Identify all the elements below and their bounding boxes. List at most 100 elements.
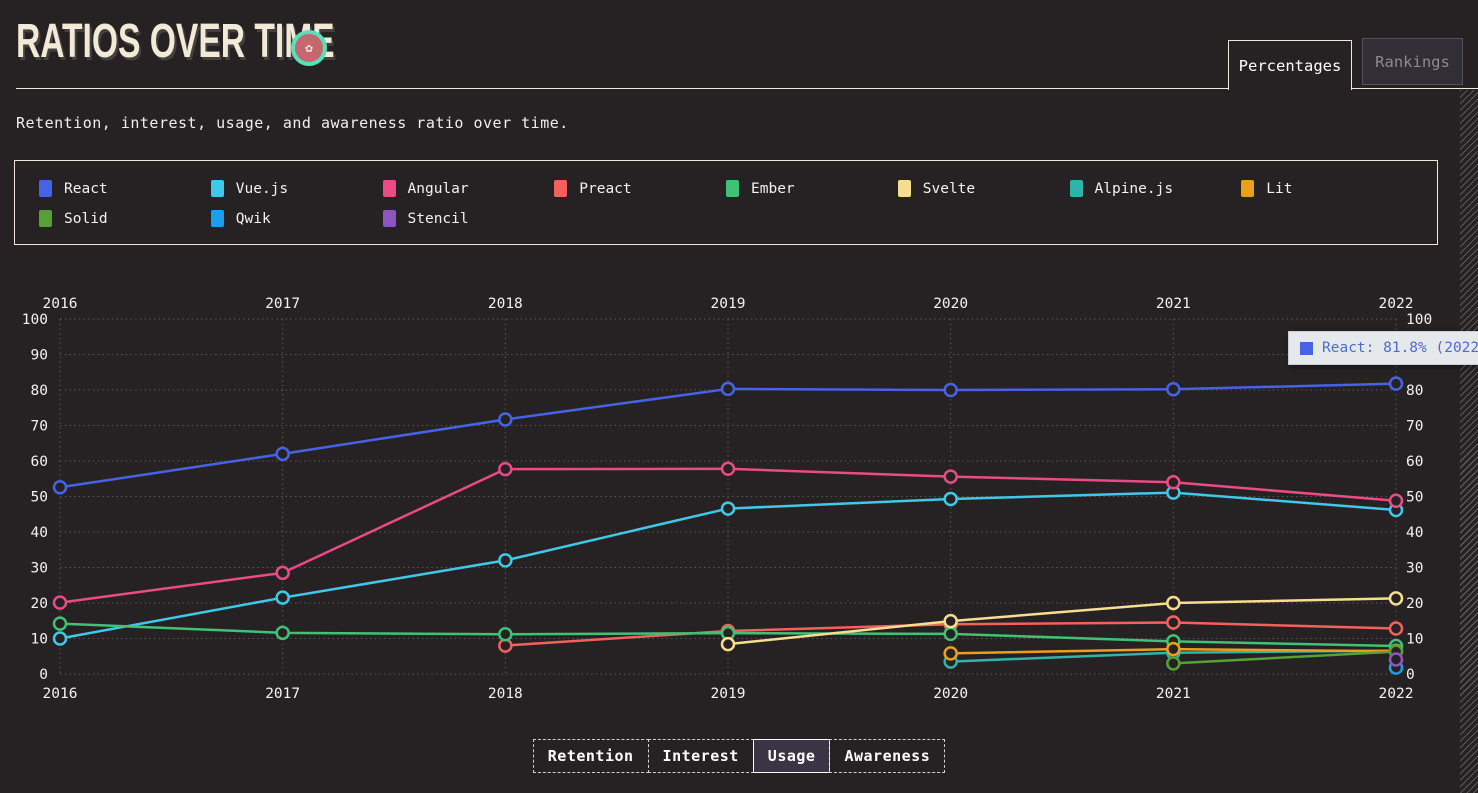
data-point-angular[interactable] <box>275 565 290 581</box>
data-point-angular[interactable] <box>498 461 513 477</box>
series-line <box>1173 650 1397 665</box>
data-point-ember[interactable] <box>498 626 513 642</box>
data-point-react[interactable] <box>498 412 513 427</box>
legend-swatch <box>726 180 739 197</box>
x-tick-bottom: 2021 <box>1156 686 1191 702</box>
legend-item-svelte[interactable]: Svelte <box>897 180 1070 197</box>
data-point-vue-js[interactable] <box>943 491 958 507</box>
y-tick-left: 10 <box>31 632 48 648</box>
tooltip-series-swatch <box>1300 341 1313 355</box>
x-tick-top: 2020 <box>933 296 968 312</box>
data-point-lit[interactable] <box>943 646 958 661</box>
data-point-lit[interactable] <box>1166 641 1181 657</box>
y-tick-left: 100 <box>22 312 48 328</box>
legend-label: Svelte <box>922 180 976 197</box>
page-title: Ratios Over Time <box>16 15 335 68</box>
legend-label: React <box>64 180 108 197</box>
y-tick-left: 40 <box>31 525 48 541</box>
series-line <box>727 597 1397 646</box>
data-point-react[interactable] <box>1166 382 1181 397</box>
data-point-vue-js[interactable] <box>275 590 290 605</box>
legend-swatch <box>39 180 52 197</box>
data-point-react[interactable] <box>943 382 958 398</box>
data-point-ember[interactable] <box>943 626 958 642</box>
legend: React Vue.js Angular Preact Ember Svelte Alpin… <box>14 160 1438 245</box>
data-point-vue-js[interactable] <box>498 553 513 568</box>
data-point-vue-js[interactable] <box>52 631 68 646</box>
series-angular <box>52 461 1404 610</box>
data-point-ember[interactable] <box>52 616 68 631</box>
legend-label: Angular <box>407 180 469 197</box>
x-tick-top: 2019 <box>711 296 746 312</box>
data-point-preact[interactable] <box>1388 621 1404 636</box>
legend-item-stencil[interactable]: Stencil <box>382 210 555 227</box>
legend-item-vue-js[interactable]: Vue.js <box>210 180 383 197</box>
legend-item-alpine-js[interactable]: Alpine.js <box>1069 180 1242 197</box>
data-point-ember[interactable] <box>275 625 290 641</box>
series-vue-js <box>52 485 1404 646</box>
legend-item-qwik[interactable]: Qwik <box>210 210 383 227</box>
legend-label: Lit <box>1266 180 1293 197</box>
tab-percentages[interactable]: Percentages <box>1228 40 1352 90</box>
x-tick-top: 2022 <box>1379 296 1414 312</box>
legend-label: Stencil <box>407 210 469 227</box>
x-tick-bottom: 2020 <box>933 686 968 702</box>
data-point-preact[interactable] <box>1166 615 1181 630</box>
metric-button-usage[interactable]: Usage <box>752 739 831 773</box>
data-point-svelte[interactable] <box>1166 595 1181 611</box>
legend-item-preact[interactable]: Preact <box>554 180 726 197</box>
y-tick-right: 50 <box>1406 490 1423 506</box>
y-tick-right: 70 <box>1406 419 1423 435</box>
chart-tooltip: React: 81.8% (2022) <box>1288 331 1478 365</box>
metric-button-retention[interactable]: Retention <box>532 739 649 773</box>
y-tick-right: 10 <box>1406 632 1423 648</box>
legend-swatch <box>382 210 396 227</box>
data-point-angular[interactable] <box>720 461 736 477</box>
legend-swatch <box>39 210 52 227</box>
legend-label: Ember <box>751 180 795 197</box>
legend-item-solid[interactable]: Solid <box>39 210 211 227</box>
y-tick-left: 20 <box>31 596 48 612</box>
data-point-solid[interactable] <box>1166 656 1181 671</box>
y-tick-right: 30 <box>1406 561 1423 577</box>
data-point-svelte[interactable] <box>943 613 958 629</box>
data-point-angular[interactable] <box>1388 493 1404 509</box>
metric-toggle-group: Retention Interest Usage Awareness <box>0 739 1478 773</box>
y-tick-left: 0 <box>39 667 48 683</box>
data-point-react[interactable] <box>1388 376 1404 391</box>
data-point-vue-js[interactable] <box>720 501 736 516</box>
data-point-svelte[interactable] <box>720 636 736 652</box>
data-point-react[interactable] <box>720 381 736 397</box>
data-point-react[interactable] <box>52 480 68 495</box>
legend-item-ember[interactable]: Ember <box>726 180 898 197</box>
data-point-angular[interactable] <box>943 469 958 484</box>
y-tick-right: 80 <box>1406 383 1423 399</box>
y-tick-right: 0 <box>1406 667 1415 683</box>
legend-swatch <box>210 210 224 227</box>
survey-badge-icon: ✿ <box>291 30 327 66</box>
legend-item-angular[interactable]: Angular <box>382 180 555 197</box>
tab-rankings[interactable]: Rankings <box>1362 38 1463 85</box>
x-tick-top: 2018 <box>488 296 523 312</box>
legend-label: Alpine.js <box>1094 180 1174 197</box>
data-point-stencil[interactable] <box>1388 652 1404 667</box>
metric-button-awareness[interactable]: Awareness <box>829 739 946 773</box>
metric-button-interest[interactable]: Interest <box>647 739 754 773</box>
series-stencil <box>1388 652 1404 667</box>
y-tick-left: 60 <box>31 454 48 470</box>
y-tick-left: 70 <box>31 419 48 435</box>
legend-item-react[interactable]: React <box>39 180 211 197</box>
data-point-angular[interactable] <box>52 595 68 610</box>
data-point-angular[interactable] <box>1166 475 1181 490</box>
y-tick-left: 80 <box>31 383 48 399</box>
x-tick-bottom: 2017 <box>265 686 300 702</box>
legend-swatch <box>554 180 568 197</box>
data-point-svelte[interactable] <box>1388 591 1404 606</box>
legend-item-lit[interactable]: Lit <box>1241 180 1413 197</box>
y-tick-right: 20 <box>1406 596 1423 612</box>
x-tick-top: 2021 <box>1156 296 1191 312</box>
header-divider <box>16 88 1478 89</box>
data-point-react[interactable] <box>275 446 290 462</box>
series-solid <box>1166 644 1404 671</box>
